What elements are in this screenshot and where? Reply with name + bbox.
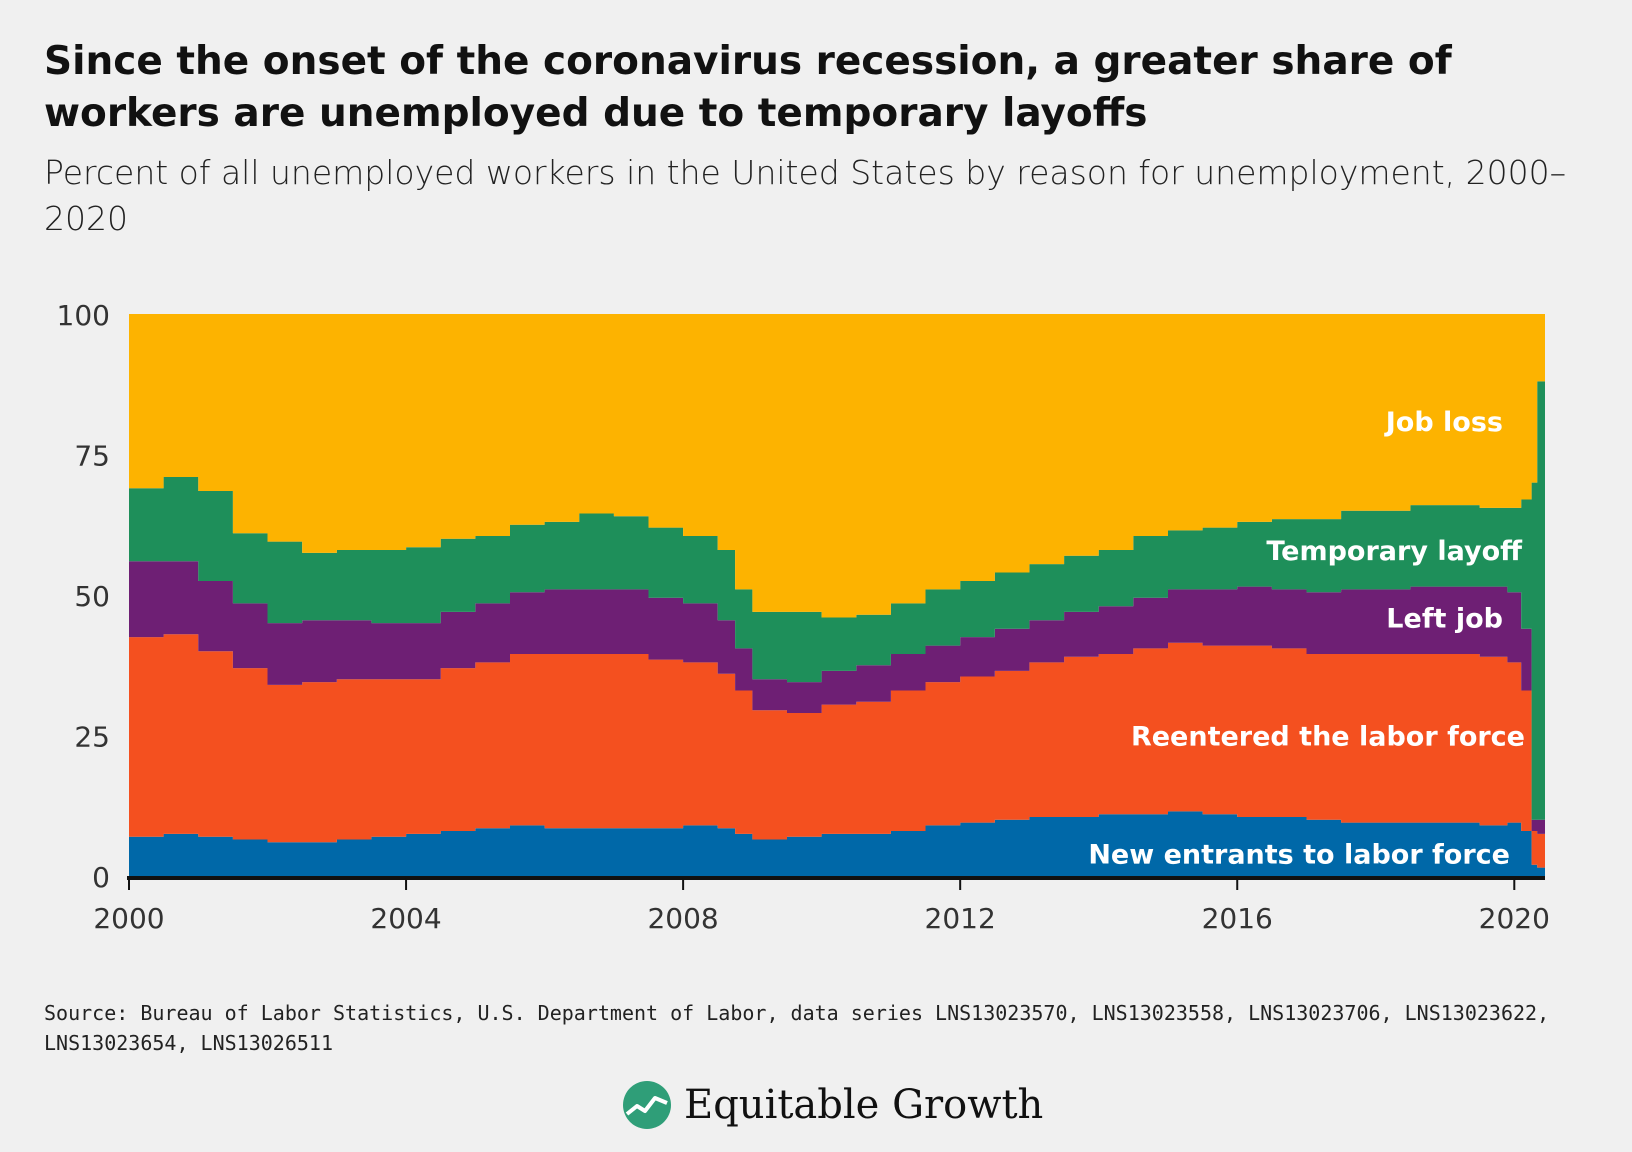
series-label-new-entrants: New entrants to labor force [1088, 840, 1510, 871]
x-axis: 2000 2004 2008 2012 2016 2020 [93, 878, 1550, 935]
area-left-job [129, 561, 1545, 834]
y-axis: 0 25 50 75 100 [57, 299, 110, 894]
source-note: Source: Bureau of Labor Statistics, U.S.… [44, 1001, 1550, 1055]
stacked-area-chart: 0 25 50 75 100 2000 2004 2008 2012 2016 2020 New … [57, 299, 1550, 935]
series-label-temporary-layoff: Temporary layoff [1266, 536, 1523, 567]
y-tick-label: 100 [57, 299, 110, 332]
chart-title: Since the onset of the coronavirus reces… [44, 39, 1452, 136]
x-tick-label: 2000 [93, 902, 164, 935]
x-tick-label: 2016 [1202, 902, 1273, 935]
series-labels: New entrants to labor force Reentered the… [1088, 407, 1525, 871]
y-tick-label: 0 [92, 861, 110, 894]
y-tick-label: 50 [74, 580, 110, 613]
chart-subtitle: Percent of all unemployed workers in the… [44, 153, 1567, 238]
area-job-loss [129, 314, 1545, 618]
y-tick-label: 75 [74, 440, 110, 473]
area-temporary-layoff [129, 381, 1545, 820]
x-tick-label: 2008 [647, 902, 718, 935]
series-label-reentered: Reentered the labor force [1131, 722, 1525, 753]
area-reentered [129, 634, 1545, 868]
x-tick-label: 2004 [370, 902, 441, 935]
brand-name: Equitable Growth [684, 1082, 1044, 1128]
series-label-job-loss: Job loss [1384, 407, 1503, 438]
brand-logo: Equitable Growth [622, 1080, 1043, 1130]
x-tick-label: 2012 [925, 902, 996, 935]
area-new-entrants [129, 811, 1545, 876]
equitable-growth-logo-icon [623, 1081, 671, 1129]
x-tick-label: 2020 [1479, 902, 1550, 935]
y-tick-label: 25 [74, 721, 110, 754]
series-areas [127, 314, 1545, 880]
series-label-left-job: Left job [1386, 603, 1503, 634]
